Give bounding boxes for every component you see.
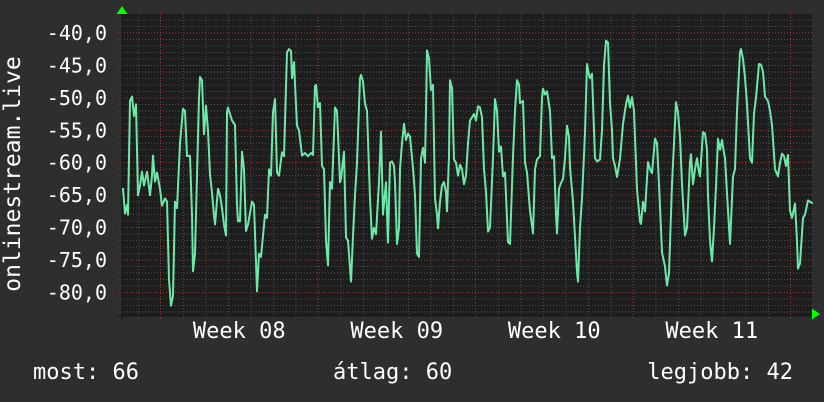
data-line xyxy=(122,39,813,307)
stat-legjobb: legjobb: 42 xyxy=(647,360,793,385)
x-tick-label: Week 10 xyxy=(508,319,601,344)
x-axis-arrow-icon xyxy=(812,308,820,320)
x-tick-label: Week 09 xyxy=(350,319,443,344)
stat-atlag: átlag: 60 xyxy=(333,360,453,385)
y-tick-label: -40,0 xyxy=(47,21,107,45)
y-axis-arrow-icon xyxy=(116,6,128,14)
stats-row: most: 66 átlag: 60 legjobb: 42 xyxy=(0,360,824,390)
y-tick-label: -60,0 xyxy=(47,151,107,175)
y-tick-label: -70,0 xyxy=(47,216,107,240)
stat-most: most: 66 xyxy=(33,360,139,385)
y-tick-label: -55,0 xyxy=(47,118,107,142)
y-tick-label: -80,0 xyxy=(47,281,107,305)
x-tick-label: Week 11 xyxy=(665,319,758,344)
y-tick-label: -65,0 xyxy=(47,183,107,207)
y-tick-label: -75,0 xyxy=(47,248,107,272)
y-tick-label: -50,0 xyxy=(47,86,107,110)
x-tick-label: Week 08 xyxy=(193,319,286,344)
y-tick-label: -45,0 xyxy=(47,53,107,77)
